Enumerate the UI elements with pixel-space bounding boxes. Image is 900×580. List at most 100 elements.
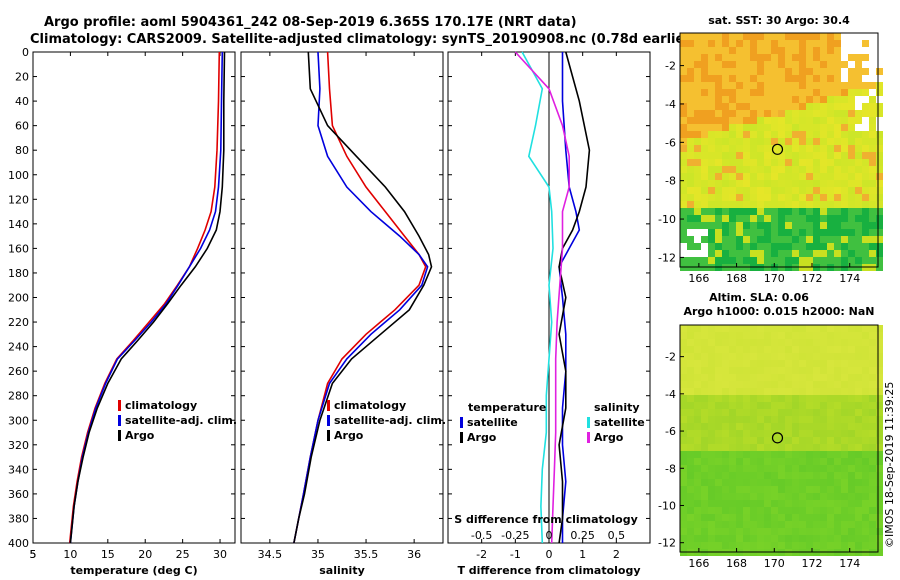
map-cell bbox=[785, 103, 792, 110]
map-cell bbox=[680, 423, 687, 430]
map-cell bbox=[778, 395, 785, 402]
map-cell bbox=[743, 208, 750, 215]
map-cell bbox=[694, 166, 701, 173]
map-cell bbox=[771, 201, 778, 208]
map-cell bbox=[792, 40, 799, 47]
map-cell bbox=[778, 374, 785, 381]
map-cell bbox=[694, 521, 701, 528]
map-cell bbox=[729, 243, 736, 250]
map-cell bbox=[722, 493, 729, 500]
map-cell bbox=[876, 542, 883, 549]
map-cell bbox=[757, 131, 764, 138]
map-cell bbox=[869, 117, 876, 124]
map-cell bbox=[687, 124, 694, 131]
map-cell bbox=[708, 360, 715, 367]
map-cell bbox=[778, 423, 785, 430]
map-cell bbox=[722, 416, 729, 423]
map-cell bbox=[694, 451, 701, 458]
map-cell bbox=[701, 458, 708, 465]
map-cell bbox=[841, 353, 848, 360]
map-cell bbox=[827, 493, 834, 500]
map-cell bbox=[694, 243, 701, 250]
map-cell bbox=[841, 339, 848, 346]
map-cell bbox=[848, 381, 855, 388]
map-cell bbox=[876, 332, 883, 339]
map-cell bbox=[708, 346, 715, 353]
map-cell bbox=[729, 61, 736, 68]
map-cell bbox=[736, 465, 743, 472]
map-cell bbox=[687, 68, 694, 75]
map-cell bbox=[715, 250, 722, 257]
map-cell bbox=[771, 236, 778, 243]
map-cell bbox=[736, 236, 743, 243]
map-cell bbox=[771, 451, 778, 458]
map-cell bbox=[876, 549, 883, 556]
map-cell bbox=[799, 47, 806, 54]
map-cell bbox=[799, 61, 806, 68]
map-cell bbox=[834, 96, 841, 103]
map-cell bbox=[715, 96, 722, 103]
map-cell bbox=[743, 117, 750, 124]
map-cell bbox=[799, 444, 806, 451]
map-cell bbox=[743, 124, 750, 131]
map-cell bbox=[757, 423, 764, 430]
y-tick-label: 180 bbox=[8, 267, 29, 280]
map-cell bbox=[876, 528, 883, 535]
map-cell bbox=[680, 222, 687, 229]
map-cell bbox=[806, 458, 813, 465]
map-cell bbox=[827, 500, 834, 507]
map-cell bbox=[792, 96, 799, 103]
map-cell bbox=[729, 194, 736, 201]
map-cell bbox=[764, 402, 771, 409]
map-cell bbox=[778, 187, 785, 194]
map-cell bbox=[736, 332, 743, 339]
map-cell bbox=[736, 96, 743, 103]
map-cell bbox=[701, 374, 708, 381]
map-cell bbox=[785, 542, 792, 549]
map-cell bbox=[813, 409, 820, 416]
map-cell bbox=[715, 325, 722, 332]
map-cell bbox=[827, 472, 834, 479]
map-cell bbox=[813, 346, 820, 353]
map-cell bbox=[743, 360, 750, 367]
map-cell bbox=[834, 222, 841, 229]
map-cell bbox=[715, 381, 722, 388]
map-cell bbox=[708, 339, 715, 346]
map-cell bbox=[827, 416, 834, 423]
map-cell bbox=[834, 486, 841, 493]
map-cell bbox=[827, 437, 834, 444]
map-cell bbox=[869, 542, 876, 549]
map-cell bbox=[855, 166, 862, 173]
map-cell bbox=[743, 222, 750, 229]
map-cell bbox=[841, 346, 848, 353]
map-cell bbox=[694, 437, 701, 444]
map-cell bbox=[708, 68, 715, 75]
map-cell bbox=[827, 96, 834, 103]
map-cell bbox=[792, 444, 799, 451]
map-cell bbox=[680, 458, 687, 465]
map-cell bbox=[848, 528, 855, 535]
map-cell bbox=[701, 521, 708, 528]
map-cell bbox=[855, 194, 862, 201]
map-cell bbox=[757, 229, 764, 236]
map-cell bbox=[785, 124, 792, 131]
map-cell bbox=[813, 229, 820, 236]
map-cell bbox=[862, 395, 869, 402]
y-tick-label: 40 bbox=[15, 95, 29, 108]
map-cell bbox=[757, 124, 764, 131]
map-cell bbox=[841, 145, 848, 152]
map-cell bbox=[862, 458, 869, 465]
map-cell bbox=[820, 416, 827, 423]
map-cell bbox=[708, 152, 715, 159]
map-cell bbox=[680, 159, 687, 166]
map-cell bbox=[687, 423, 694, 430]
map-cell bbox=[715, 521, 722, 528]
map-cell bbox=[715, 437, 722, 444]
map-cell bbox=[841, 159, 848, 166]
map-cell bbox=[680, 360, 687, 367]
map-cell bbox=[736, 500, 743, 507]
map-cell bbox=[680, 173, 687, 180]
map-cell bbox=[827, 110, 834, 117]
map-cell bbox=[729, 409, 736, 416]
map-cell bbox=[715, 166, 722, 173]
